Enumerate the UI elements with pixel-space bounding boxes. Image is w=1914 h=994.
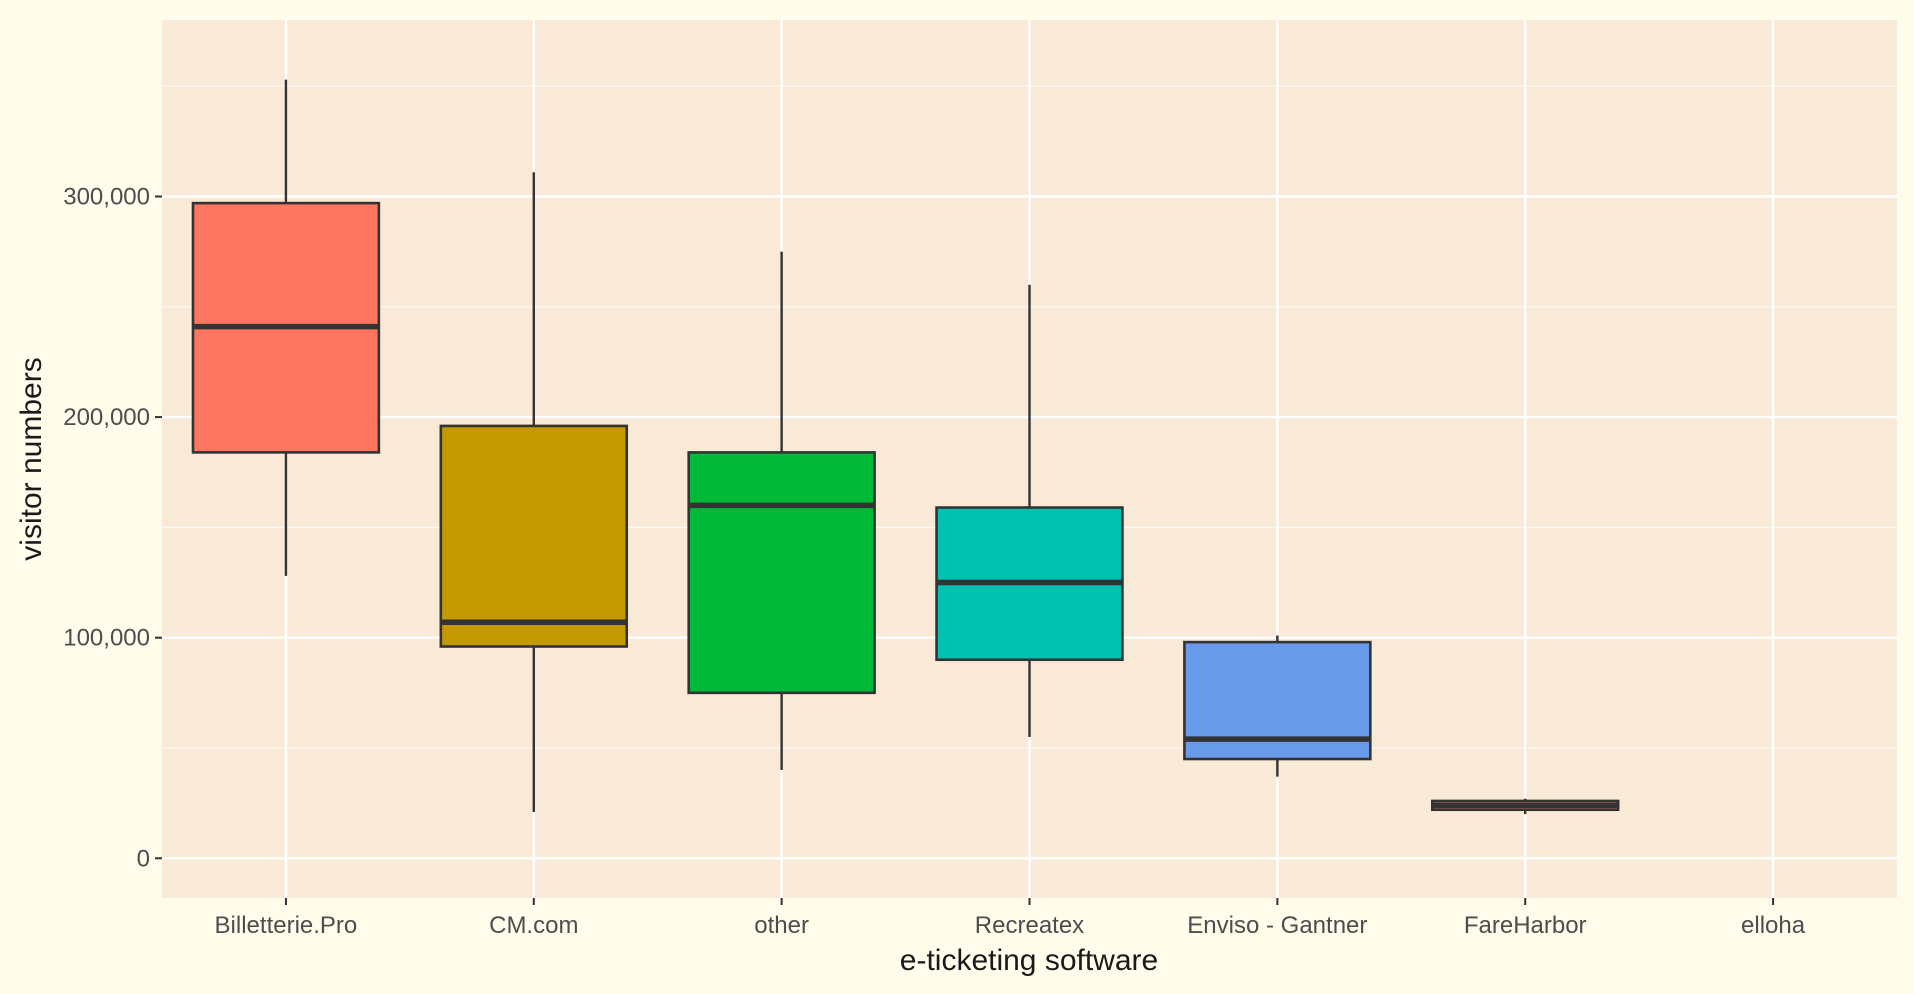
x-tick-label: elloha	[1741, 912, 1806, 939]
y-tick-label: 0	[137, 845, 150, 872]
x-axis-ticks: Billetterie.Pro CM.com other Recreatex Envis…	[215, 898, 1806, 939]
x-tick-label: Recreatex	[975, 912, 1084, 939]
x-tick-label: CM.com	[489, 912, 578, 939]
x-tick-label: FareHarbor	[1464, 912, 1587, 939]
y-axis-title: visitor numbers	[15, 357, 48, 560]
box-billetterie-pro	[191, 79, 381, 576]
x-tick-label: other	[754, 912, 809, 939]
x-tick-label: Enviso - Gantner	[1187, 912, 1367, 939]
box-series	[191, 79, 1620, 815]
box-fareharbor	[1430, 798, 1620, 815]
y-tick-label: 300,000	[63, 183, 150, 210]
y-tick-label: 200,000	[63, 404, 150, 431]
box-cm-com	[439, 172, 629, 812]
box-other	[687, 251, 876, 771]
x-tick-label: Billetterie.Pro	[215, 912, 358, 939]
box-enviso-gantner	[1183, 635, 1372, 777]
x-axis-title: e-ticketing software	[900, 944, 1158, 977]
box-recreatex	[935, 284, 1124, 737]
box-iqr	[687, 451, 876, 695]
y-axis-ticks: 0 100,000 200,000 300,000	[63, 183, 162, 872]
box-iqr	[439, 424, 629, 648]
y-tick-label: 100,000	[63, 625, 150, 652]
